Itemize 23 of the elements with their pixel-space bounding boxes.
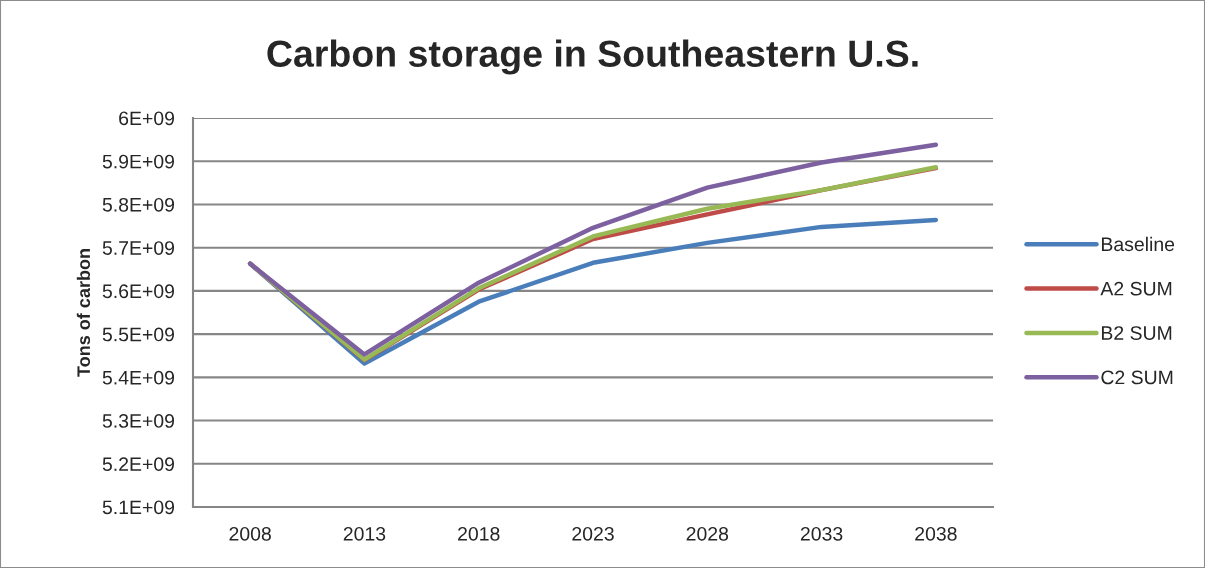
- x-tick-label: 2028: [686, 526, 729, 541]
- y-tick-label: 5.7E+09: [102, 241, 175, 255]
- x-tick-label: 2008: [229, 526, 271, 541]
- y-tick-label: 5.1E+09: [102, 500, 175, 515]
- x-tick-label: 2023: [572, 526, 614, 541]
- y-axis-title: Tons of carbon: [76, 249, 91, 377]
- x-tick-label: 2018: [458, 526, 500, 541]
- y-tick-label: 5.3E+09: [102, 414, 175, 428]
- x-tick-label: 2013: [343, 526, 386, 541]
- y-tick-label: 5.4E+09: [102, 370, 175, 385]
- legend-label: B2 SUM: [1101, 326, 1172, 340]
- y-tick-label: 5.6E+09: [102, 284, 175, 299]
- y-tick-label: 5.9E+09: [102, 154, 175, 169]
- chart-title: Carbon storage in Southeastern U.S.: [267, 39, 918, 75]
- legend-label: C2 SUM: [1101, 370, 1173, 385]
- y-tick-label: 6E+09: [119, 111, 175, 126]
- x-tick-label: 2033: [800, 526, 843, 541]
- legend-label: Baseline: [1101, 236, 1175, 252]
- y-tick-label: 5.2E+09: [102, 457, 175, 472]
- x-tick-label: 2038: [915, 526, 957, 541]
- y-tick-label: 5.5E+09: [102, 327, 175, 342]
- legend-label: A2 SUM: [1100, 281, 1172, 296]
- y-tick-label: 5.8E+09: [102, 197, 175, 212]
